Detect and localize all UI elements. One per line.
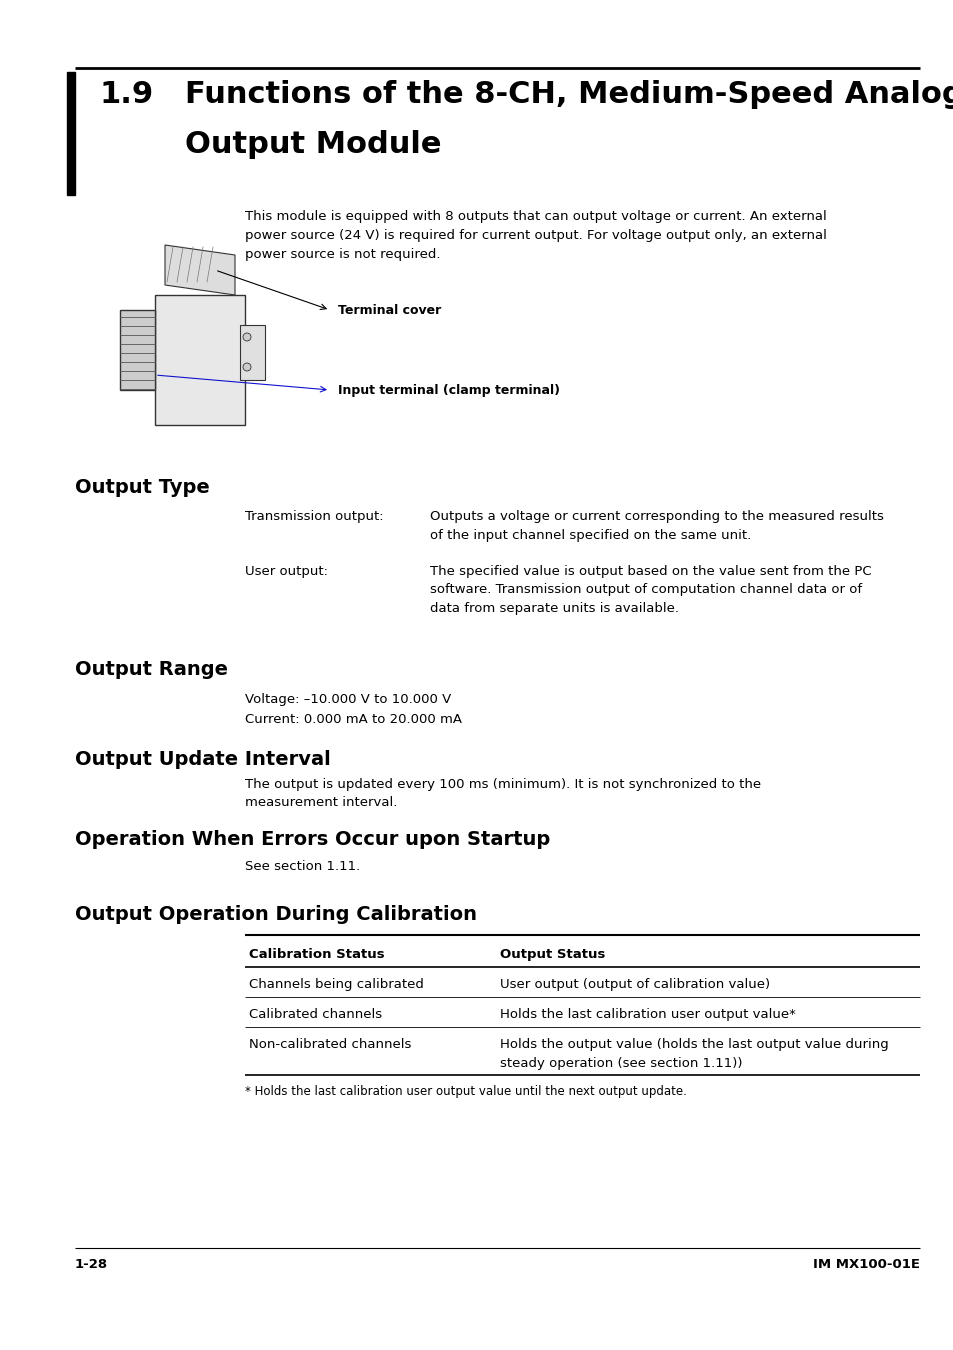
Text: See section 1.11.: See section 1.11. (245, 860, 360, 873)
Text: Output Range: Output Range (75, 660, 228, 679)
Text: The output is updated every 100 ms (minimum). It is not synchronized to the
meas: The output is updated every 100 ms (mini… (245, 778, 760, 810)
Text: Channels being calibrated: Channels being calibrated (249, 977, 423, 991)
Polygon shape (165, 244, 234, 296)
Text: Voltage: –10.000 V to 10.000 V: Voltage: –10.000 V to 10.000 V (245, 693, 451, 706)
Text: Output Module: Output Module (185, 130, 441, 159)
Text: Output Type: Output Type (75, 478, 210, 497)
Text: Output Operation During Calibration: Output Operation During Calibration (75, 904, 476, 923)
Text: 1-28: 1-28 (75, 1258, 108, 1270)
Bar (67, 72, 75, 194)
Text: Holds the last calibration user output value*: Holds the last calibration user output v… (499, 1008, 795, 1021)
Text: Calibrated channels: Calibrated channels (249, 1008, 382, 1021)
Bar (240, 325, 265, 379)
Text: * Holds the last calibration user output value until the next output update.: * Holds the last calibration user output… (245, 1085, 686, 1098)
Text: IM MX100-01E: IM MX100-01E (812, 1258, 919, 1270)
Text: This module is equipped with 8 outputs that can output voltage or current. An ex: This module is equipped with 8 outputs t… (245, 211, 826, 261)
Text: User output (output of calibration value): User output (output of calibration value… (499, 977, 769, 991)
Text: Functions of the 8-CH, Medium-Speed Analog: Functions of the 8-CH, Medium-Speed Anal… (185, 80, 953, 109)
Text: 1.9: 1.9 (100, 80, 154, 109)
Text: Transmission output:: Transmission output: (245, 510, 383, 522)
Text: User output:: User output: (245, 566, 328, 578)
Bar (120, 310, 154, 390)
Circle shape (243, 363, 251, 371)
Text: Operation When Errors Occur upon Startup: Operation When Errors Occur upon Startup (75, 830, 550, 849)
Text: Outputs a voltage or current corresponding to the measured results
of the input : Outputs a voltage or current correspondi… (430, 510, 882, 541)
Text: Input terminal (clamp terminal): Input terminal (clamp terminal) (337, 383, 559, 397)
Text: Calibration Status: Calibration Status (249, 948, 384, 961)
Text: Output Update Interval: Output Update Interval (75, 751, 331, 769)
Text: Terminal cover: Terminal cover (337, 304, 441, 317)
Text: Current: 0.000 mA to 20.000 mA: Current: 0.000 mA to 20.000 mA (245, 713, 461, 726)
Circle shape (243, 333, 251, 342)
Text: Non-calibrated channels: Non-calibrated channels (249, 1038, 411, 1052)
Text: The specified value is output based on the value sent from the PC
software. Tran: The specified value is output based on t… (430, 566, 871, 616)
Text: Holds the output value (holds the last output value during
steady operation (see: Holds the output value (holds the last o… (499, 1038, 888, 1069)
Text: Output Status: Output Status (499, 948, 605, 961)
Bar (154, 296, 245, 425)
